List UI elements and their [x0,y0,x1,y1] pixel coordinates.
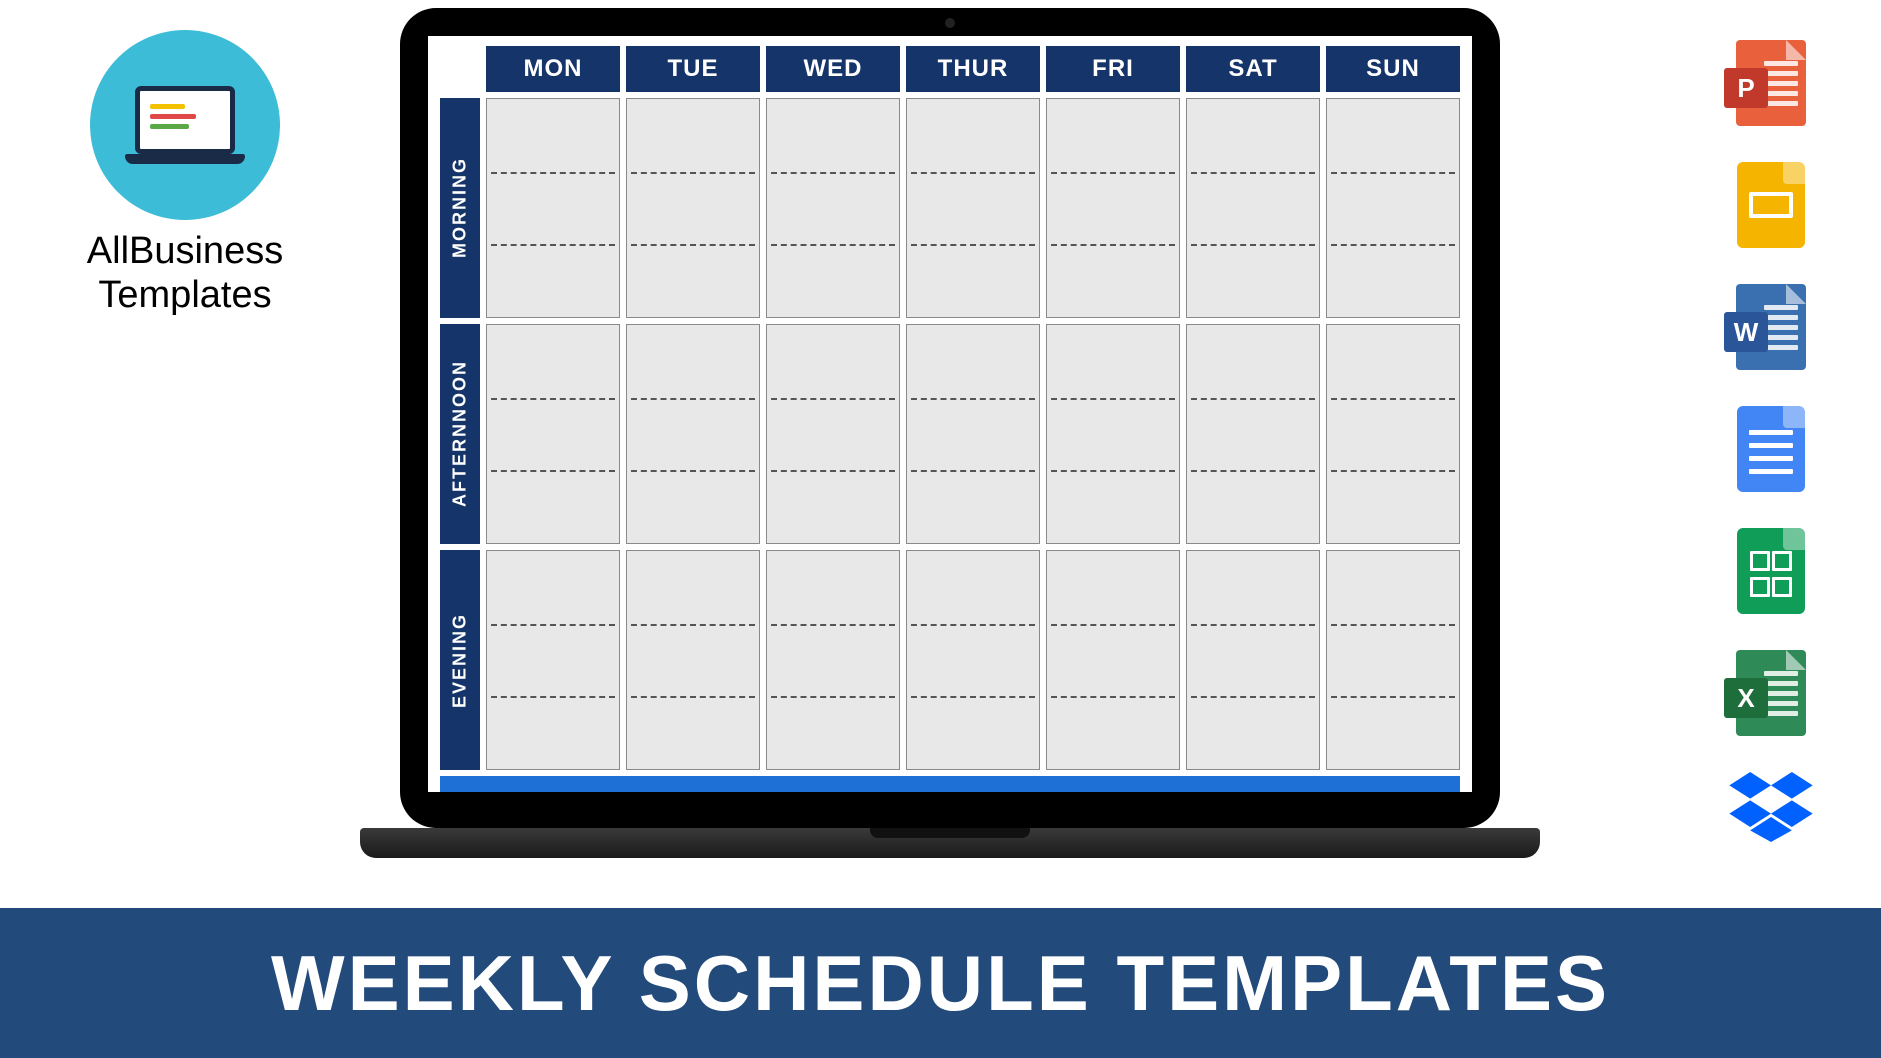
period-label-evening: EVENING [440,550,480,770]
powerpoint-icon[interactable]: P [1736,40,1806,126]
day-header-mon: MON [486,46,620,92]
schedule-cell[interactable] [906,550,1040,770]
schedule-cell[interactable] [906,98,1040,318]
day-header-sat: SAT [1186,46,1320,92]
powerpoint-letter: P [1724,68,1768,108]
schedule-cell[interactable] [1046,550,1180,770]
google-sheets-icon[interactable] [1737,528,1805,614]
google-docs-icon[interactable] [1737,406,1805,492]
dropbox-icon[interactable] [1729,772,1813,847]
brand-name-line1: AllBusiness [60,230,310,274]
schedule-cell[interactable] [1326,324,1460,544]
schedule-cell[interactable] [486,550,620,770]
day-header-tue: TUE [626,46,760,92]
schedule-cell[interactable] [626,98,760,318]
excel-icon[interactable]: X [1736,650,1806,736]
period-label-afternnoon: AFTERNNOON [440,324,480,544]
brand-logo: AllBusiness Templates [60,30,310,317]
excel-letter: X [1724,678,1768,718]
schedule-cell[interactable] [626,550,760,770]
file-type-icon-column: P W X [1721,40,1821,847]
weekly-schedule-grid: MONTUEWEDTHURFRISATSUN MORNING AFTERNNOON E… [440,46,1460,792]
day-header-wed: WED [766,46,900,92]
schedule-cell[interactable] [1326,550,1460,770]
schedule-footer-bar [440,776,1460,792]
schedule-cell[interactable] [766,324,900,544]
schedule-cell[interactable] [1046,324,1180,544]
title-banner-text: WEEKLY SCHEDULE TEMPLATES [271,938,1610,1029]
schedule-cell[interactable] [1186,98,1320,318]
brand-logo-laptop-icon [125,86,245,164]
schedule-cell[interactable] [766,550,900,770]
schedule-cell[interactable] [1186,550,1320,770]
schedule-cell[interactable] [486,98,620,318]
schedule-cell[interactable] [626,324,760,544]
title-banner: WEEKLY SCHEDULE TEMPLATES [0,908,1881,1058]
brand-logo-circle [90,30,280,220]
schedule-cell[interactable] [1186,324,1320,544]
schedule-cell[interactable] [1326,98,1460,318]
laptop-base [360,828,1540,858]
word-letter: W [1724,312,1768,352]
day-header-sun: SUN [1326,46,1460,92]
word-icon[interactable]: W [1736,284,1806,370]
schedule-cell[interactable] [486,324,620,544]
schedule-corner [440,46,480,92]
google-slides-icon[interactable] [1737,162,1805,248]
period-label-morning: MORNING [440,98,480,318]
laptop-mockup: MONTUEWEDTHURFRISATSUN MORNING AFTERNNOON E… [360,8,1540,858]
day-header-thur: THUR [906,46,1040,92]
schedule-cell[interactable] [906,324,1040,544]
schedule-cell[interactable] [766,98,900,318]
brand-name-line2: Templates [60,274,310,318]
schedule-cell[interactable] [1046,98,1180,318]
day-header-fri: FRI [1046,46,1180,92]
